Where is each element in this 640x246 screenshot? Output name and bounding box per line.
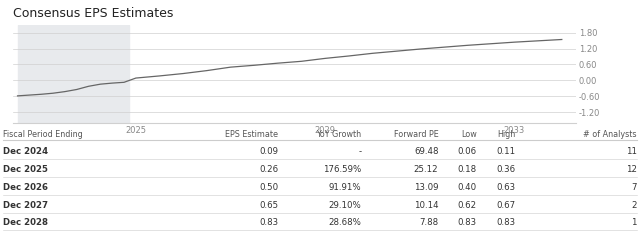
- Text: 12: 12: [626, 165, 637, 174]
- Text: 176.59%: 176.59%: [323, 165, 362, 174]
- Text: 0.26: 0.26: [259, 165, 278, 174]
- Text: 7.88: 7.88: [419, 218, 438, 227]
- Text: 69.48: 69.48: [414, 147, 438, 156]
- Text: Dec 2026: Dec 2026: [3, 183, 48, 192]
- Text: Forward PE: Forward PE: [394, 130, 438, 139]
- Text: 10.14: 10.14: [414, 200, 438, 210]
- Text: 29.10%: 29.10%: [329, 200, 362, 210]
- Text: 25.12: 25.12: [414, 165, 438, 174]
- Text: 0.65: 0.65: [259, 200, 278, 210]
- Text: # of Analysts: # of Analysts: [583, 130, 637, 139]
- Text: Dec 2025: Dec 2025: [3, 165, 48, 174]
- Text: 11: 11: [626, 147, 637, 156]
- Text: 0.83: 0.83: [496, 218, 515, 227]
- Text: 0.36: 0.36: [496, 165, 515, 174]
- Text: 0.62: 0.62: [458, 200, 477, 210]
- Text: 91.91%: 91.91%: [329, 183, 362, 192]
- Text: 0.06: 0.06: [458, 147, 477, 156]
- Text: 0.83: 0.83: [259, 218, 278, 227]
- Bar: [17, 25, 129, 123]
- Text: EPS Estimate: EPS Estimate: [225, 130, 278, 139]
- Text: 0.11: 0.11: [496, 147, 515, 156]
- Text: 1: 1: [631, 218, 637, 227]
- Text: 2: 2: [631, 200, 637, 210]
- Text: 7: 7: [631, 183, 637, 192]
- Text: Low: Low: [461, 130, 477, 139]
- Text: 0.63: 0.63: [496, 183, 515, 192]
- Text: Dec 2024: Dec 2024: [3, 147, 49, 156]
- Text: 0.09: 0.09: [259, 147, 278, 156]
- Text: 0.83: 0.83: [458, 218, 477, 227]
- Text: -: -: [358, 147, 362, 156]
- Text: Fiscal Period Ending: Fiscal Period Ending: [3, 130, 83, 139]
- Text: 0.40: 0.40: [458, 183, 477, 192]
- Text: Consensus EPS Estimates: Consensus EPS Estimates: [13, 7, 173, 20]
- Text: Dec 2027: Dec 2027: [3, 200, 49, 210]
- Text: 13.09: 13.09: [414, 183, 438, 192]
- Text: 0.67: 0.67: [496, 200, 515, 210]
- Text: Dec 2028: Dec 2028: [3, 218, 48, 227]
- Text: 0.18: 0.18: [458, 165, 477, 174]
- Text: High: High: [497, 130, 515, 139]
- Text: 0.50: 0.50: [259, 183, 278, 192]
- Text: 28.68%: 28.68%: [329, 218, 362, 227]
- Text: YoY Growth: YoY Growth: [316, 130, 362, 139]
